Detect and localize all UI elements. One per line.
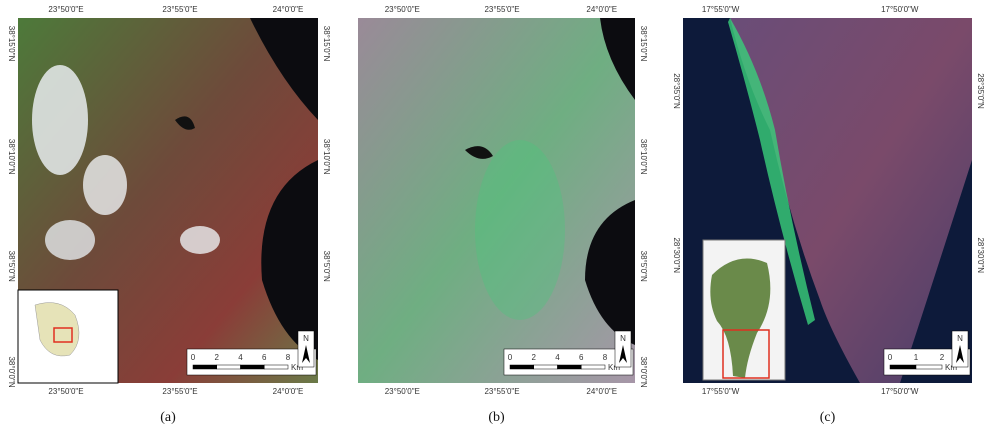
left-coord-label: 38°0'0"N [7,356,16,387]
bottom-coord-label: 17°50'0"W [881,387,919,396]
right-coord-label: 28°30'0"N [976,237,985,273]
scale-segment [558,365,582,369]
right-coord-label: 38°5'0"N [639,251,648,282]
scale-label: 8 [286,353,291,362]
scale-segment [916,365,942,369]
bottom-coord-label: 23°50'0"E [48,387,83,396]
scale-label: 0 [888,353,893,362]
right-coord-label: 38°15'0"N [639,26,648,62]
north-label: N [303,334,309,343]
right-coord-label: 28°35'0"N [976,73,985,109]
top-coord-label: 17°55'0"W [702,5,740,14]
top-coord-label: 24°0'0"E [586,5,617,14]
scale-label: 1 [914,353,919,362]
top-coord-label: 23°50'0"E [385,5,420,14]
scale-segment [581,365,605,369]
image-b [358,18,635,383]
right-coord-label: 38°10'0"N [639,139,648,175]
scale-label: 4 [555,353,560,362]
bottom-coord-label: 23°50'0"E [385,387,420,396]
right-coord-label: 38°15'0"N [322,26,331,62]
image-c [683,18,972,383]
north-label: N [957,334,963,343]
scale-segment [217,365,241,369]
scale-label: 8 [603,353,608,362]
scale-segment [193,365,217,369]
scale-segment [890,365,916,369]
scale-label: 0 [508,353,513,362]
scale-label: 0 [191,353,196,362]
scale-segment [241,365,265,369]
bottom-coord-label: 24°0'0"E [273,387,304,396]
scale-label: 6 [262,353,267,362]
scale-label: 2 [532,353,537,362]
scale-segment [534,365,558,369]
top-coord-label: 17°50'0"W [881,5,919,14]
bottom-coord-label: 23°55'0"E [162,387,197,396]
top-coord-label: 23°55'0"E [162,5,197,14]
bottom-coord-label: 23°55'0"E [484,387,519,396]
left-coord-label: 38°10'0"N [7,139,16,175]
left-coord-label: 38°15'0"N [7,26,16,62]
caption: (c) [820,410,836,425]
right-coord-label: 38°5'0"N [322,251,331,282]
scale-segment [510,365,534,369]
top-coord-label: 23°50'0"E [48,5,83,14]
scale-label: 6 [579,353,584,362]
figure: 23°50'0"E 23°55'0"E 24°0'0"E 23°50'0"E 23°55… [0,0,988,429]
scale-label: 2 [215,353,220,362]
caption: (b) [488,410,505,425]
left-coord-label: 38°5'0"N [7,251,16,282]
scale-segment [264,365,288,369]
top-coord-label: 24°0'0"E [273,5,304,14]
scale-label: 2 [940,353,945,362]
right-coord-label: 38°10'0"N [322,139,331,175]
image-a [18,18,318,383]
left-coord-label: 28°35'0"N [672,73,681,109]
scale-label: 4 [238,353,243,362]
top-coord-label: 23°55'0"E [484,5,519,14]
caption: (a) [160,410,176,425]
left-coord-label: 28°30'0"N [672,237,681,273]
bottom-coord-label: 24°0'0"E [586,387,617,396]
right-coord-label: 38°0'0"N [639,356,648,387]
bottom-coord-label: 17°55'0"W [702,387,740,396]
north-label: N [620,334,626,343]
